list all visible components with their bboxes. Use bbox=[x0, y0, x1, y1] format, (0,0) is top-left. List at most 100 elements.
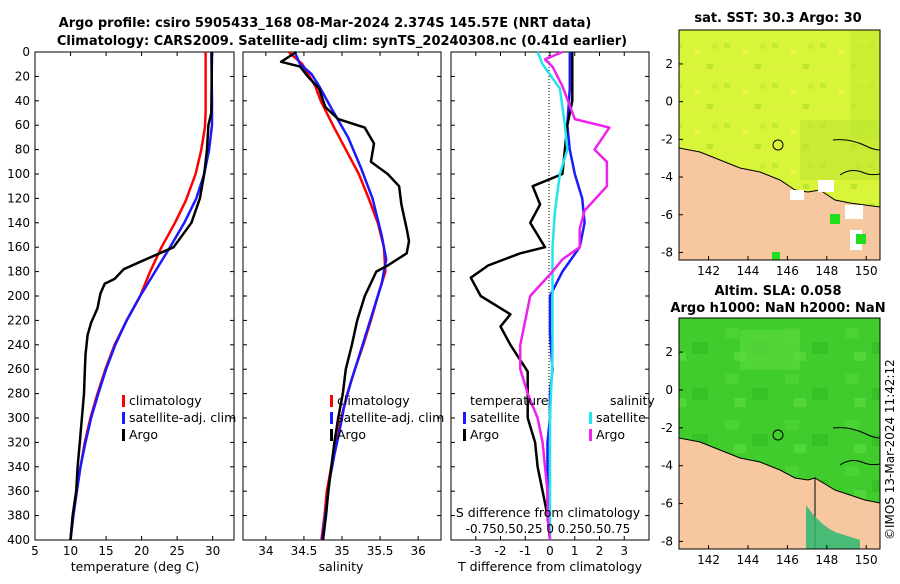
x-tick-label: 36 bbox=[411, 544, 426, 558]
depth-tick-label: 280 bbox=[7, 387, 30, 401]
series-line-climatology bbox=[69, 52, 207, 541]
s-difference-ticks: -0.750.50.25 0 0.250.50.75 bbox=[466, 522, 631, 536]
series-line-satellite-adj-clim bbox=[69, 51, 214, 541]
legend-label-climatology: climatology bbox=[129, 393, 202, 408]
map-y-tick-label: -6 bbox=[661, 208, 673, 222]
x-tick-label: 35 bbox=[334, 544, 349, 558]
x-tick-label: -2 bbox=[495, 544, 507, 558]
depth-tick-label: 20 bbox=[15, 69, 30, 83]
depth-tick-label: 80 bbox=[15, 143, 30, 157]
map-y-tick-label: -8 bbox=[661, 245, 673, 259]
series-line-climatology bbox=[287, 51, 387, 541]
x-tick-label: 25 bbox=[170, 544, 185, 558]
sla-map-title-line2: Argo h1000: NaN h2000: NaN bbox=[670, 301, 885, 316]
series-line-s-argo bbox=[519, 50, 611, 541]
map-x-tick-label: 144 bbox=[737, 553, 760, 567]
series-line-t-satellite bbox=[546, 52, 586, 541]
map-x-tick-label: 148 bbox=[815, 264, 838, 278]
salinity-legend: climatology satellite-adj. clim Argo bbox=[330, 393, 444, 442]
legend-label-s-satellite: satellite bbox=[596, 410, 646, 425]
depth-tick-label: 340 bbox=[7, 460, 30, 474]
x-tick-label: 20 bbox=[134, 544, 149, 558]
map-x-tick-label: 150 bbox=[855, 264, 878, 278]
map-x-tick-label: 142 bbox=[697, 264, 720, 278]
depth-axis-ticks: 0 20 40 60 80 100 120 140 160 180 200 220 240 260 280 3… bbox=[7, 45, 649, 547]
legend-swatch-argo bbox=[122, 429, 125, 441]
legend-title-salinity: salinity bbox=[610, 393, 655, 408]
legend-swatch-climatology bbox=[122, 395, 125, 407]
map-x-tick-label: 150 bbox=[855, 553, 878, 567]
x-tick-label: 34.5 bbox=[291, 544, 318, 558]
difference-xlabel: T difference from climatology bbox=[457, 559, 643, 574]
s-difference-label: S difference from climatology bbox=[456, 505, 641, 520]
map-y-tick-label: 0 bbox=[665, 383, 673, 397]
legend-title-temperature: temperature bbox=[470, 393, 549, 408]
legend-swatch-argo bbox=[330, 429, 333, 441]
depth-tick-label: 60 bbox=[15, 118, 30, 132]
sst-map-ticks: 142 144 146 148 150 2 0 -2 -4 -6 -8 bbox=[661, 57, 878, 278]
depth-tick-label: 320 bbox=[7, 435, 30, 449]
legend-label-t-argo: Argo bbox=[470, 427, 499, 442]
argo-location-marker-sst bbox=[772, 139, 784, 151]
depth-tick-label: 300 bbox=[7, 411, 30, 425]
temperature-xlabel: temperature (deg C) bbox=[71, 559, 200, 574]
x-tick-label: 15 bbox=[98, 544, 113, 558]
depth-tick-label: 180 bbox=[7, 265, 30, 279]
depth-tick-label: 100 bbox=[7, 167, 30, 181]
x-tick-label: -1 bbox=[519, 544, 531, 558]
map-x-tick-label: 146 bbox=[776, 553, 799, 567]
legend-swatch-s-satellite bbox=[589, 412, 592, 424]
temperature-series bbox=[69, 51, 214, 541]
x-tick-label: 2 bbox=[596, 544, 604, 558]
map-x-tick-label: 144 bbox=[737, 264, 760, 278]
legend-label-argo: Argo bbox=[129, 427, 158, 442]
figure-title-line2: Climatology: CARS2009. Satellite-adj cli… bbox=[57, 34, 627, 49]
depth-tick-label: 400 bbox=[7, 533, 30, 547]
depth-tick-label: 140 bbox=[7, 216, 30, 230]
legend-swatch-t-satellite bbox=[463, 412, 466, 424]
map-y-tick-label: -6 bbox=[661, 497, 673, 511]
depth-tick-label: 160 bbox=[7, 240, 30, 254]
legend-label-satellite: satellite-adj. clim bbox=[337, 410, 444, 425]
x-tick-label: 5 bbox=[31, 544, 39, 558]
map-y-tick-label: 2 bbox=[665, 57, 673, 71]
legend-swatch-t-argo bbox=[463, 429, 466, 441]
temperature-x-ticks: 5 10 15 20 25 30 bbox=[31, 52, 220, 558]
legend-label-satellite: satellite-adj. clim bbox=[129, 410, 236, 425]
salinity-x-ticks: 34 34.5 35 35.5 36 bbox=[258, 52, 426, 558]
sst-map-title: sat. SST: 30.3 Argo: 30 bbox=[694, 11, 861, 26]
imos-watermark: ©IMOS 13-Mar-2024 11:42:12 bbox=[883, 359, 897, 540]
x-tick-label: 1 bbox=[571, 544, 579, 558]
sla-map-title-line1: Altim. SLA: 0.058 bbox=[715, 284, 842, 299]
depth-tick-label: 0 bbox=[22, 45, 30, 59]
legend-swatch-satellite bbox=[122, 412, 125, 424]
argo-location-marker-sla bbox=[772, 429, 784, 441]
x-tick-label: -3 bbox=[470, 544, 482, 558]
difference-x-ticks: -3 -2 -1 0 1 2 3 bbox=[470, 52, 628, 558]
depth-tick-label: 240 bbox=[7, 338, 30, 352]
map-y-tick-label: -4 bbox=[661, 170, 673, 184]
map-y-tick-label: -4 bbox=[661, 459, 673, 473]
map-y-tick-label: -8 bbox=[661, 534, 673, 548]
map-x-tick-label: 142 bbox=[697, 553, 720, 567]
x-tick-label: 35.5 bbox=[367, 544, 394, 558]
x-tick-label: 30 bbox=[205, 544, 220, 558]
depth-tick-label: 120 bbox=[7, 191, 30, 205]
sla-map-image bbox=[679, 318, 880, 549]
depth-tick-label: 360 bbox=[7, 484, 30, 498]
legend-swatch-climatology bbox=[330, 395, 333, 407]
x-tick-label: 10 bbox=[63, 544, 78, 558]
sla-map-ticks: 142 144 146 148 150 2 0 -2 -4 -6 -8 bbox=[661, 345, 878, 567]
salinity-xlabel: salinity bbox=[319, 559, 364, 574]
depth-tick-label: 260 bbox=[7, 362, 30, 376]
legend-swatch-s-argo bbox=[589, 429, 592, 441]
map-y-tick-label: -2 bbox=[661, 421, 673, 435]
legend-swatch-satellite bbox=[330, 412, 333, 424]
depth-tick-label: 220 bbox=[7, 313, 30, 327]
map-x-tick-label: 146 bbox=[776, 264, 799, 278]
legend-label-s-argo: Argo bbox=[596, 427, 625, 442]
depth-tick-label: 40 bbox=[15, 94, 30, 108]
sla-map-frame bbox=[678, 317, 881, 550]
figure-title-line1: Argo profile: csiro 5905433_168 08-Mar-2… bbox=[59, 16, 592, 31]
